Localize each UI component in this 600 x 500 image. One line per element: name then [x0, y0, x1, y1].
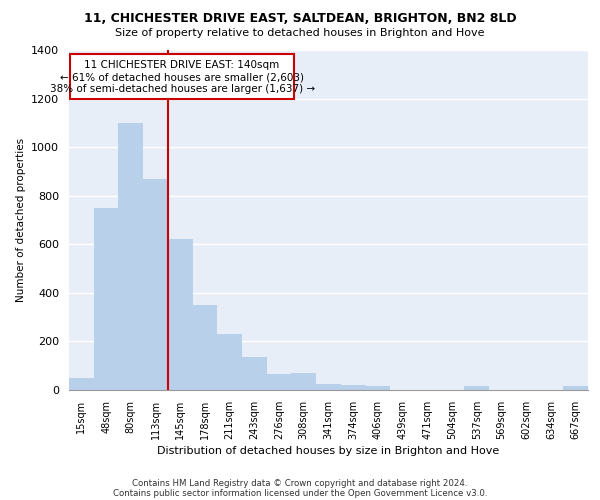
Text: 11 CHICHESTER DRIVE EAST: 140sqm: 11 CHICHESTER DRIVE EAST: 140sqm — [85, 60, 280, 70]
Bar — [464, 386, 489, 390]
Bar — [193, 305, 217, 390]
Text: 11, CHICHESTER DRIVE EAST, SALTDEAN, BRIGHTON, BN2 8LD: 11, CHICHESTER DRIVE EAST, SALTDEAN, BRI… — [83, 12, 517, 26]
Bar — [143, 178, 168, 390]
Text: Size of property relative to detached houses in Brighton and Hove: Size of property relative to detached ho… — [115, 28, 485, 38]
Bar — [69, 378, 94, 390]
Text: 38% of semi-detached houses are larger (1,637) →: 38% of semi-detached houses are larger (… — [50, 84, 314, 94]
Y-axis label: Number of detached properties: Number of detached properties — [16, 138, 26, 302]
Bar — [563, 386, 588, 390]
Bar — [94, 208, 118, 390]
Text: Contains public sector information licensed under the Open Government Licence v3: Contains public sector information licen… — [113, 488, 487, 498]
X-axis label: Distribution of detached houses by size in Brighton and Hove: Distribution of detached houses by size … — [157, 446, 500, 456]
Bar — [217, 334, 242, 390]
FancyBboxPatch shape — [70, 54, 294, 98]
Bar — [292, 373, 316, 390]
Bar — [341, 385, 365, 390]
Bar — [316, 384, 341, 390]
Text: Contains HM Land Registry data © Crown copyright and database right 2024.: Contains HM Land Registry data © Crown c… — [132, 478, 468, 488]
Bar — [267, 374, 292, 390]
Text: ← 61% of detached houses are smaller (2,603): ← 61% of detached houses are smaller (2,… — [60, 72, 304, 82]
Bar — [242, 357, 267, 390]
Bar — [168, 240, 193, 390]
Bar — [365, 386, 390, 390]
Bar — [118, 123, 143, 390]
